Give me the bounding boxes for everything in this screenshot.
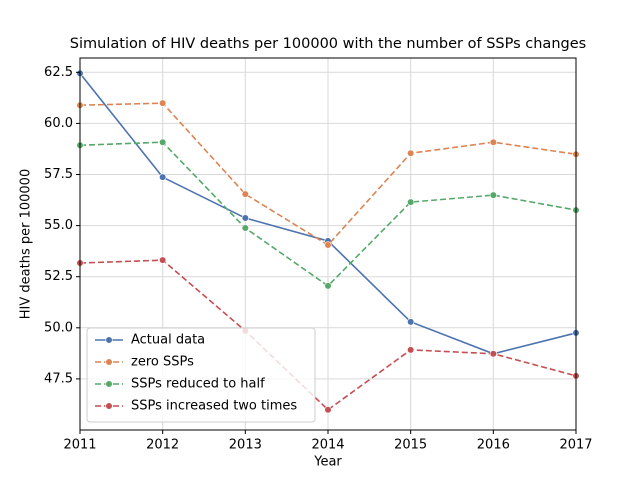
legend-marker <box>105 402 113 410</box>
data-point <box>324 241 332 249</box>
x-tick-label: 2014 <box>311 438 344 453</box>
data-point <box>159 173 167 181</box>
data-point <box>159 256 167 264</box>
legend-label: SSPs reduced to half <box>131 377 265 392</box>
y-tick-label: 62.5 <box>44 65 73 80</box>
data-point <box>489 138 497 146</box>
data-point <box>407 346 415 354</box>
legend-label: Actual data <box>131 333 205 348</box>
x-axis-label: Year <box>313 455 342 470</box>
x-tick-label: 2012 <box>146 438 179 453</box>
x-tick-label: 2011 <box>63 438 96 453</box>
legend-marker <box>105 380 113 388</box>
legend-label: SSPs increased two times <box>131 399 297 414</box>
y-tick-label: 55.0 <box>44 218 73 233</box>
y-tick-label: 50.0 <box>44 320 73 335</box>
data-point <box>159 138 167 146</box>
x-tick-label: 2017 <box>559 438 592 453</box>
data-point <box>241 214 249 222</box>
legend: Actual data zero SSPs SSPs reduced to half… <box>86 327 316 423</box>
data-point <box>407 198 415 206</box>
x-tick-label: 2016 <box>477 438 510 453</box>
data-point <box>489 191 497 199</box>
legend-box <box>86 327 316 423</box>
legend-marker <box>105 358 113 366</box>
y-tick-label: 57.5 <box>44 167 73 182</box>
y-tick-label: 47.5 <box>44 371 73 386</box>
data-point <box>407 149 415 157</box>
data-point <box>489 350 497 358</box>
legend-label: zero SSPs <box>131 355 194 370</box>
y-axis-label: HIV deaths per 100000 <box>19 169 34 319</box>
legend-marker <box>105 336 113 344</box>
data-point <box>407 318 415 326</box>
y-tick-label: 52.5 <box>44 269 73 284</box>
y-tick-label: 60.0 <box>44 116 73 131</box>
x-tick-label: 2013 <box>229 438 262 453</box>
data-point <box>241 190 249 198</box>
data-point <box>241 224 249 232</box>
data-point <box>324 406 332 414</box>
x-tick-label: 2015 <box>394 438 427 453</box>
data-point <box>159 99 167 107</box>
chart-title: Simulation of HIV deaths per 100000 with… <box>70 36 586 52</box>
data-point <box>324 282 332 290</box>
